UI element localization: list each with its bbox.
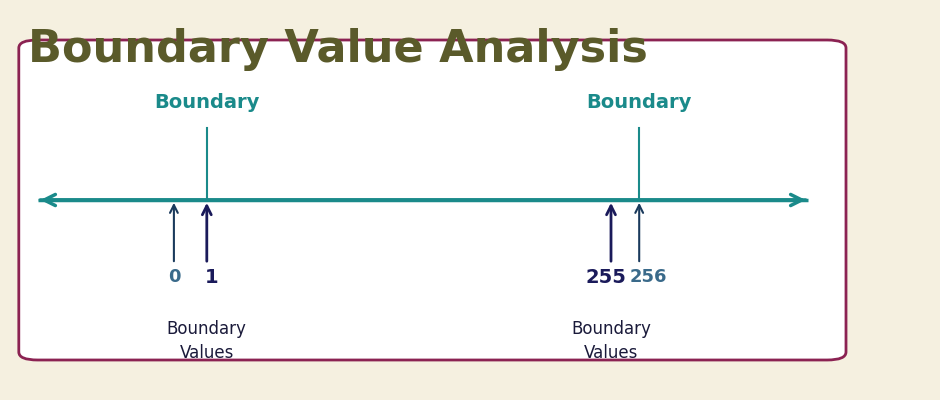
Text: 256: 256 bbox=[630, 268, 667, 286]
FancyBboxPatch shape bbox=[19, 40, 846, 360]
Text: Boundary: Boundary bbox=[154, 93, 259, 112]
Text: Boundary
Values: Boundary Values bbox=[572, 320, 650, 362]
Text: Boundary Value Analysis: Boundary Value Analysis bbox=[28, 28, 648, 71]
Text: 1: 1 bbox=[205, 268, 218, 287]
Text: Boundary: Boundary bbox=[587, 93, 692, 112]
Text: 255: 255 bbox=[586, 268, 627, 287]
Text: 0: 0 bbox=[167, 268, 180, 286]
Text: Boundary
Values: Boundary Values bbox=[167, 320, 246, 362]
